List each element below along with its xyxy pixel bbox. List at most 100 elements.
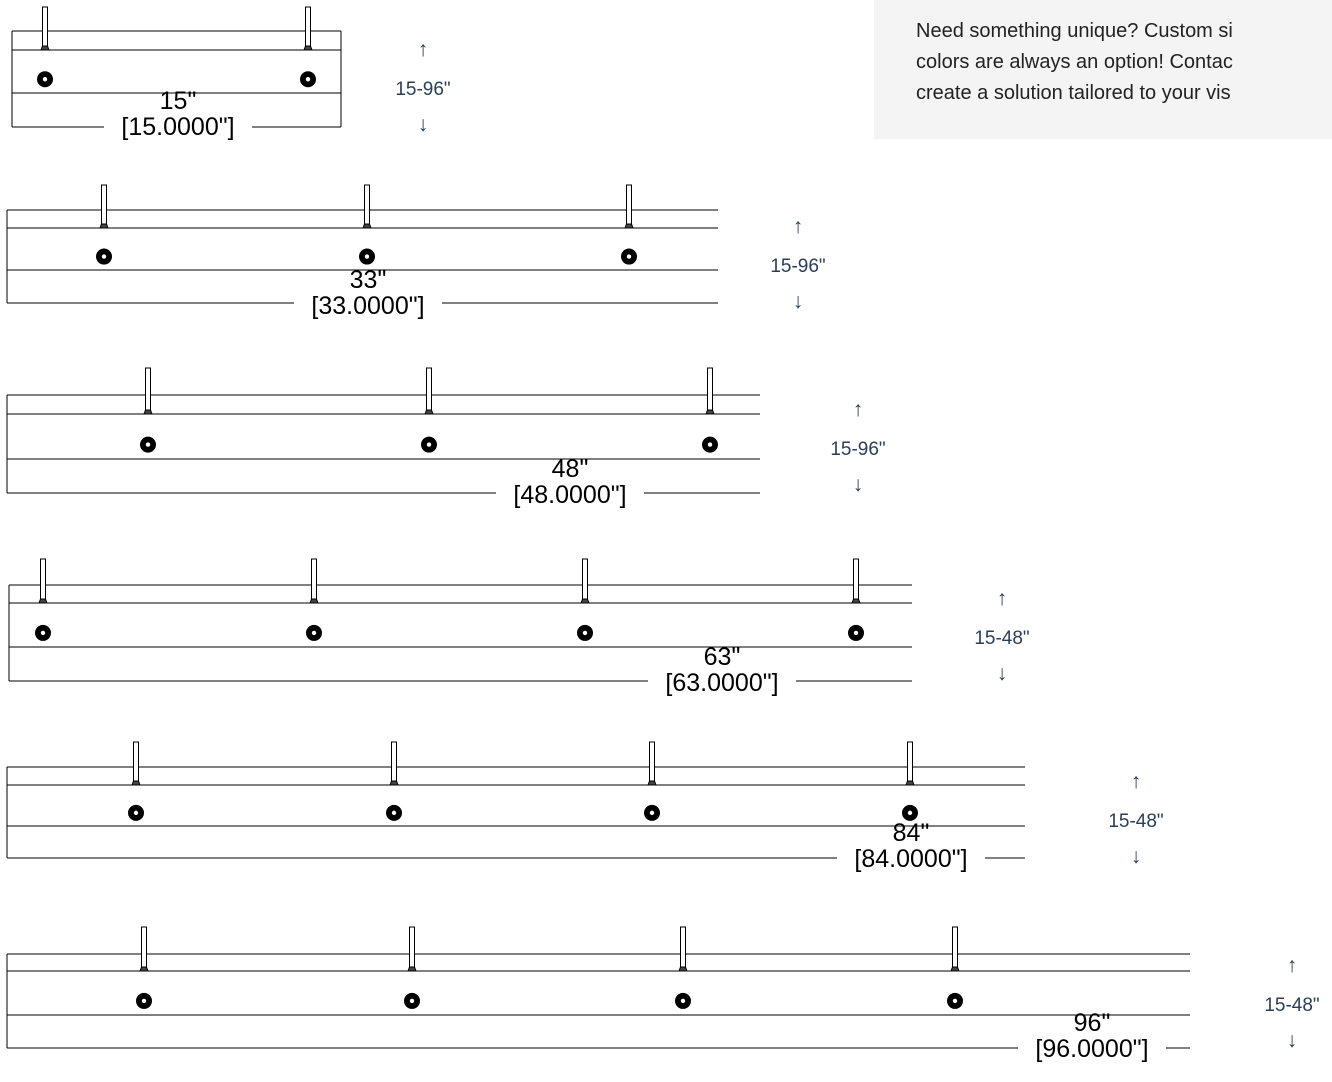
- length-detail-label: [48.0000"]: [513, 481, 626, 509]
- pin-base: [38, 598, 48, 604]
- note-line: Need something unique? Custom si: [916, 20, 1233, 42]
- mounting-pin: [40, 558, 46, 600]
- length-label: 33": [350, 266, 387, 294]
- pin-base: [99, 223, 109, 229]
- length-label: 15": [160, 87, 197, 115]
- height-range-label: 15-96": [830, 439, 885, 460]
- pin-base: [424, 409, 434, 415]
- pin-base: [678, 966, 688, 972]
- mounting-pin: [133, 741, 139, 782]
- mounting-pin: [141, 926, 147, 968]
- pin-base: [580, 598, 590, 604]
- bolt-center: [391, 810, 397, 816]
- bolt-center: [141, 998, 147, 1004]
- height-range-label: 15-48": [1108, 811, 1163, 832]
- shelf-drawing-48in: 48"[48.0000"] ↑ 15-96" ↓: [6, 367, 886, 509]
- bolt-center: [311, 630, 317, 636]
- arrow-up-icon: ↑: [1131, 770, 1142, 793]
- mounting-pin: [42, 6, 48, 47]
- arrow-up-icon: ↑: [793, 215, 804, 238]
- length-label: 96": [1074, 1009, 1111, 1037]
- mounting-pin: [391, 741, 397, 782]
- mounting-pin: [853, 558, 859, 600]
- bolt-center: [409, 998, 415, 1004]
- shelf-drawing-33in: 33"[33.0000"] ↑ 15-96" ↓: [6, 184, 826, 320]
- pin-base: [40, 45, 50, 51]
- height-range-label: 15-96": [770, 256, 825, 277]
- pin-base: [389, 780, 399, 786]
- bolt-center: [42, 77, 48, 82]
- arrow-up-icon: ↑: [418, 38, 429, 61]
- bolt-center: [305, 77, 311, 82]
- arrow-up-icon: ↑: [1287, 954, 1298, 977]
- pin-base: [705, 409, 715, 415]
- pin-base: [131, 780, 141, 786]
- bolt-center: [952, 998, 958, 1004]
- mounting-pin: [582, 558, 588, 600]
- pin-base: [647, 780, 657, 786]
- mounting-pin: [101, 184, 107, 225]
- height-range-label: 15-48": [1264, 995, 1319, 1016]
- arrow-down-icon: ↓: [997, 662, 1008, 685]
- mounting-pin: [680, 926, 686, 968]
- mounting-pin: [364, 184, 370, 225]
- pin-base: [143, 409, 153, 415]
- pin-base: [309, 598, 319, 604]
- pin-base: [905, 780, 915, 786]
- length-label: 48": [552, 455, 589, 483]
- mounting-pin: [907, 741, 913, 782]
- arrow-down-icon: ↓: [1287, 1029, 1298, 1052]
- bolt-center: [907, 810, 913, 816]
- bolt-center: [101, 254, 107, 259]
- mounting-pin: [409, 926, 415, 968]
- mounting-pin: [426, 367, 432, 411]
- pin-base: [624, 223, 634, 229]
- bolt-center: [680, 998, 686, 1004]
- mounting-pin: [145, 367, 151, 411]
- bolt-center: [626, 254, 632, 259]
- pin-base: [950, 966, 960, 972]
- length-detail-label: [15.0000"]: [121, 113, 234, 141]
- note-line: create a solution tailored to your vis: [916, 82, 1231, 104]
- arrow-up-icon: ↑: [853, 398, 864, 421]
- length-label: 84": [893, 819, 930, 847]
- length-label: 63": [704, 643, 741, 671]
- arrow-down-icon: ↓: [1131, 845, 1142, 868]
- arrow-down-icon: ↓: [793, 290, 804, 313]
- bolt-center: [40, 630, 46, 636]
- bolt-center: [364, 254, 370, 259]
- note-line: colors are always an option! Contac: [916, 51, 1233, 73]
- shelf-drawing-15in: 15"[15.0000"] ↑ 15-96" ↓: [11, 6, 451, 141]
- height-range-label: 15-48": [974, 628, 1029, 649]
- mounting-pin: [305, 6, 311, 47]
- shelf-drawing-96in: 96"[96.0000"] ↑ 15-48" ↓: [6, 926, 1320, 1063]
- pin-base: [139, 966, 149, 972]
- arrow-down-icon: ↓: [418, 113, 429, 136]
- bolt-center: [426, 442, 432, 447]
- shelf-drawing-63in: 63"[63.0000"] ↑ 15-48" ↓: [8, 558, 1030, 697]
- mounting-pin: [649, 741, 655, 782]
- bolt-center: [582, 630, 588, 636]
- bolt-center: [133, 810, 139, 816]
- pin-base: [407, 966, 417, 972]
- length-detail-label: [33.0000"]: [311, 292, 424, 320]
- pin-base: [362, 223, 372, 229]
- mounting-pin: [311, 558, 317, 600]
- pin-base: [303, 45, 313, 51]
- mounting-pin: [952, 926, 958, 968]
- pin-base: [851, 598, 861, 604]
- bolt-center: [649, 810, 655, 816]
- mounting-pin: [707, 367, 713, 411]
- mounting-pin: [626, 184, 632, 225]
- length-detail-label: [63.0000"]: [665, 669, 778, 697]
- custom-order-note: Need something unique? Custom si colors …: [874, 0, 1332, 139]
- height-range-label: 15-96": [395, 79, 450, 100]
- shelf-drawing-84in: 84"[84.0000"] ↑ 15-48" ↓: [6, 741, 1164, 873]
- bolt-center: [853, 630, 859, 636]
- length-detail-label: [84.0000"]: [854, 845, 967, 873]
- bolt-center: [707, 442, 713, 447]
- bolt-center: [145, 442, 151, 447]
- arrow-down-icon: ↓: [853, 473, 864, 496]
- arrow-up-icon: ↑: [997, 587, 1008, 610]
- custom-order-note-text: Need something unique? Custom si colors …: [916, 16, 1332, 109]
